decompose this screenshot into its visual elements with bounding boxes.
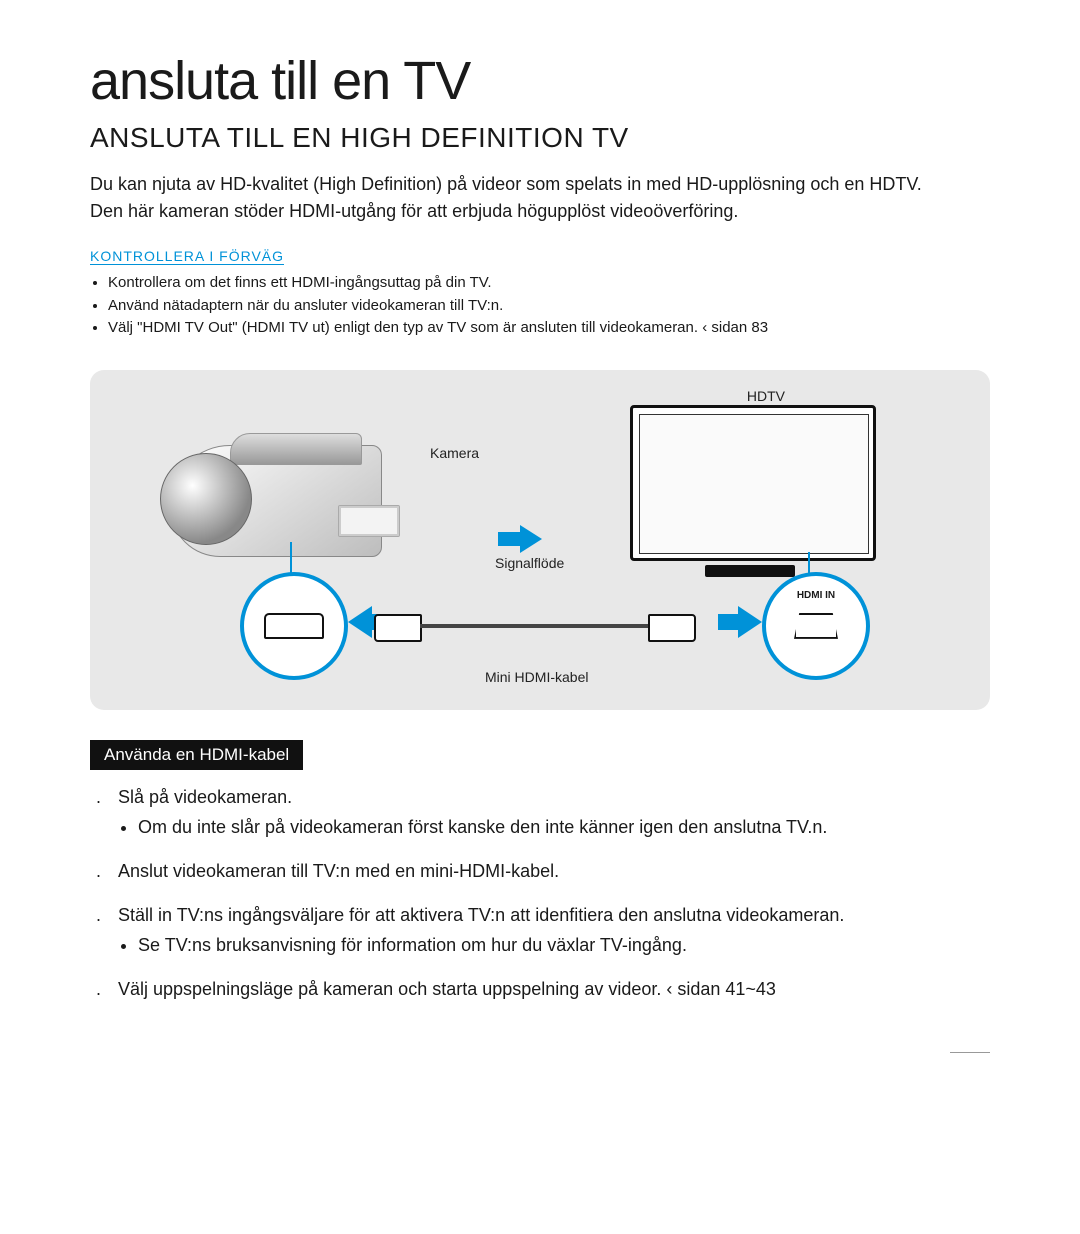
page-subtitle: ANSLUTA TILL EN HIGH DEFINITION TV — [90, 122, 990, 154]
pre-check-heading: KONTROLLERA I FÖRVÄG — [90, 248, 284, 265]
step-item: Välj uppspelningsläge på kameran och sta… — [90, 976, 990, 1002]
list-item: Använd nätadaptern när du ansluter video… — [108, 295, 990, 318]
tv-port-callout: HDMI IN — [762, 572, 870, 680]
tv-label: HDTV — [747, 388, 785, 404]
mini-hdmi-port-icon — [264, 613, 324, 639]
list-item: Välj "HDMI TV Out" (HDMI TV ut) enligt d… — [108, 317, 990, 340]
step-text: Välj uppspelningsläge på kameran och sta… — [118, 979, 776, 999]
pre-check-list: Kontrollera om det finns ett HDMI-ingång… — [90, 272, 990, 340]
step-sub-text: Om du inte slår på videokameran först ka… — [138, 814, 990, 840]
hdmi-port-icon — [794, 613, 838, 639]
intro-text-1: Du kan njuta av HD-kvalitet (High Defini… — [90, 172, 990, 197]
step-text: Ställ in TV:ns ingångsväljare för att ak… — [118, 905, 844, 925]
step-item: Ställ in TV:ns ingångsväljare för att ak… — [90, 902, 990, 958]
arrow-right-icon — [738, 606, 762, 638]
pre-check-section: KONTROLLERA I FÖRVÄG Kontrollera om det … — [90, 226, 990, 340]
camera-port-callout — [240, 572, 348, 680]
hdmi-cable-illustration — [360, 602, 710, 652]
hdtv-illustration — [630, 405, 870, 575]
cable-connector-icon — [374, 614, 422, 642]
signal-arrow-icon — [520, 525, 542, 553]
steps-list: Slå på videokameran. Om du inte slår på … — [90, 784, 990, 1003]
footer-rule — [950, 1052, 990, 1053]
camera-label: Kamera — [430, 445, 479, 461]
page-title: ansluta till en TV — [90, 50, 990, 112]
cable-connector-icon — [648, 614, 696, 642]
intro-text-2: Den här kameran stöder HDMI-utgång för a… — [90, 199, 990, 224]
list-item: Kontrollera om det finns ett HDMI-ingång… — [108, 272, 990, 295]
manual-page: ansluta till en TV ANSLUTA TILL EN HIGH … — [0, 0, 1080, 1113]
signal-flow-label: Signalflöde — [495, 555, 564, 571]
step-text: Slå på videokameran. — [118, 787, 292, 807]
section-heading-bar: Använda en HDMI-kabel — [90, 740, 303, 770]
step-item: Slå på videokameran. Om du inte slår på … — [90, 784, 990, 840]
step-item: Anslut videokameran till TV:n med en min… — [90, 858, 990, 884]
cable-label: Mini HDMI-kabel — [485, 669, 588, 685]
step-text: Anslut videokameran till TV:n med en min… — [118, 861, 559, 881]
connection-diagram: Kamera HDTV Signalflöde Mini HDMI-kabel — [90, 370, 990, 710]
intro-block: Du kan njuta av HD-kvalitet (High Defini… — [90, 172, 990, 224]
hdmi-in-label: HDMI IN — [797, 590, 835, 601]
step-sub-text: Se TV:ns bruksanvisning för information … — [138, 932, 990, 958]
